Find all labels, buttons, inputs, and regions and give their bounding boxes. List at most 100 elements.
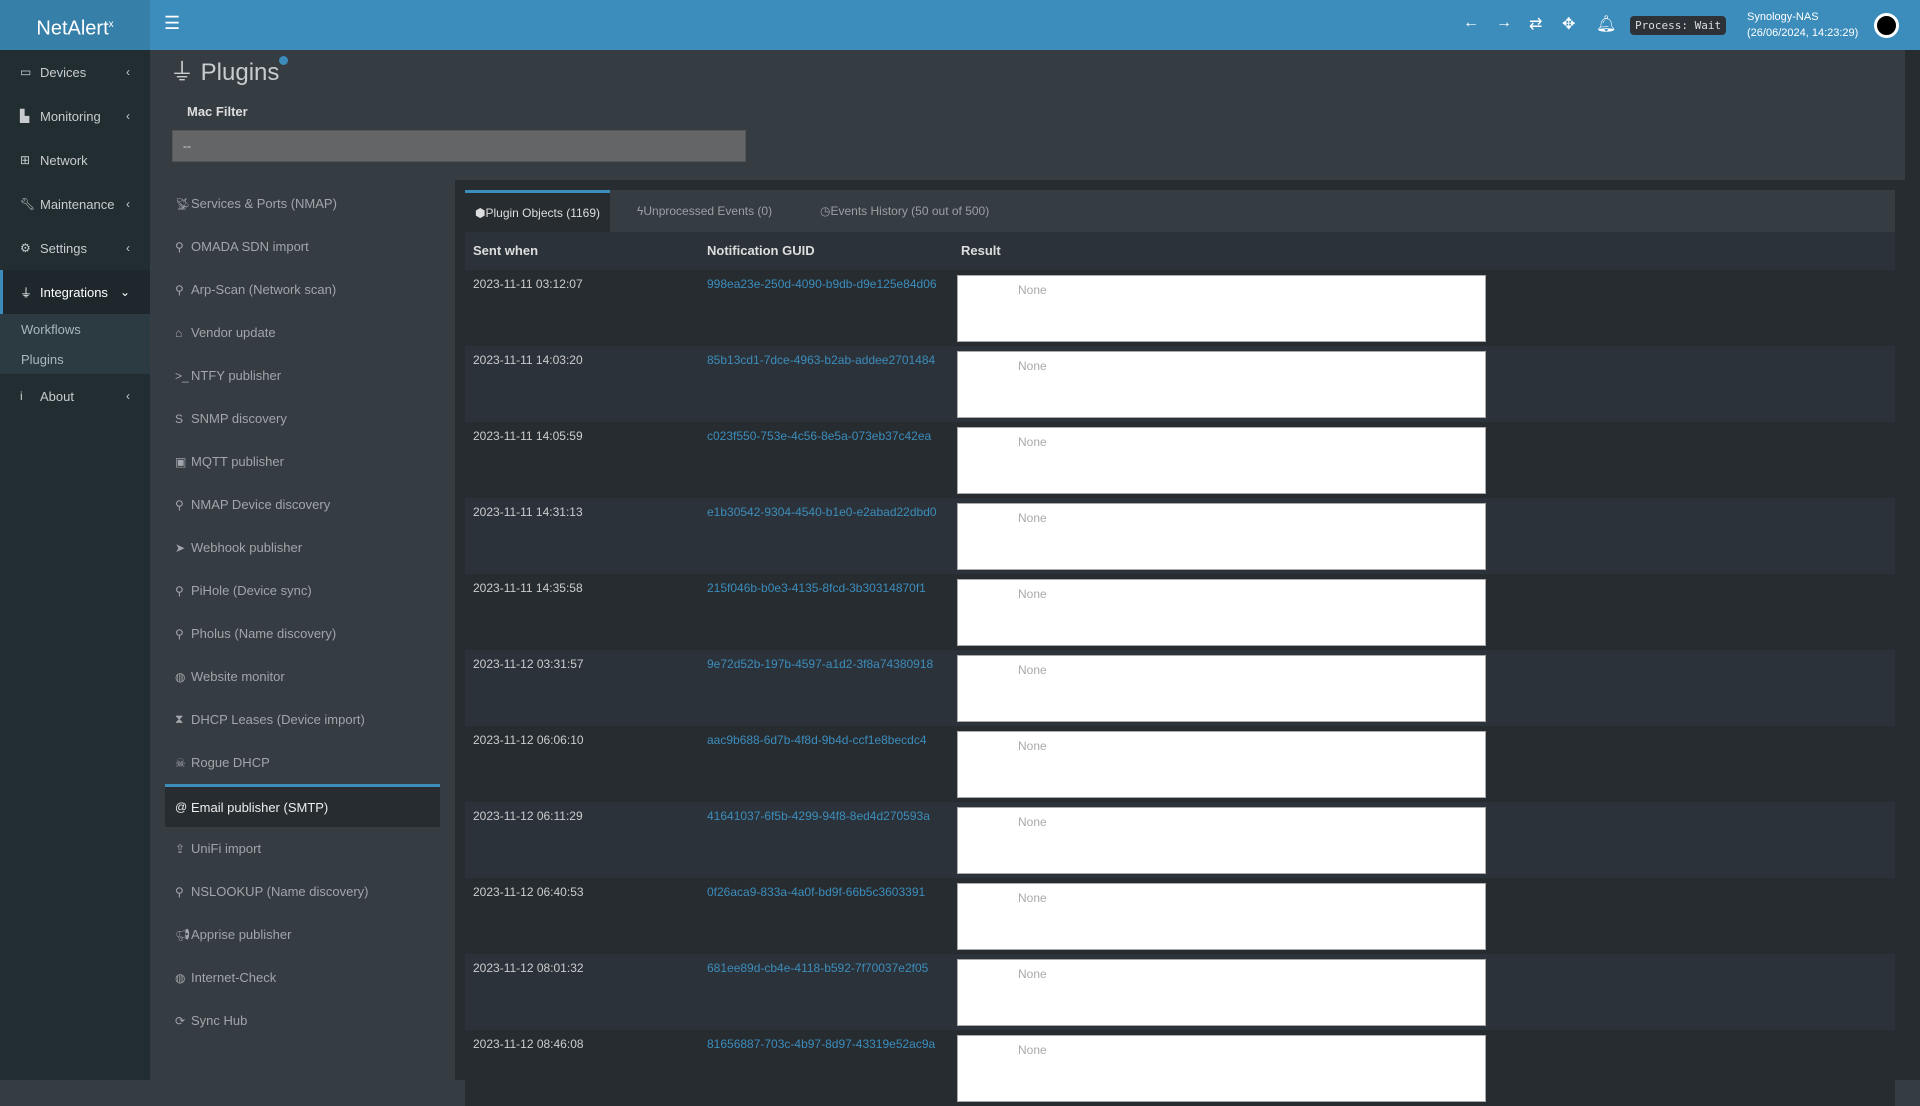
host-datetime: (26/06/2024, 14:23:29) bbox=[1747, 27, 1859, 39]
guid-link[interactable]: 215f046b-b0e3-4135-8fcd-3b30314870f1 bbox=[707, 581, 926, 595]
plugin-item-label: Vendor update bbox=[191, 325, 276, 340]
plugin-item-label: Pholus (Name discovery) bbox=[191, 626, 337, 641]
plugin-item[interactable]: ▣ MQTT publisher bbox=[165, 440, 440, 483]
chevron-left-icon: ‹ bbox=[126, 389, 130, 403]
result-textarea[interactable]: None bbox=[957, 579, 1486, 646]
help-icon[interactable] bbox=[279, 56, 289, 65]
sidebar-item-devices[interactable]: ▭ Devices ‹ bbox=[0, 50, 150, 94]
plugin-item[interactable]: ◍ Internet-Check bbox=[165, 956, 440, 999]
table-row: 2023-11-12 08:46:08 81656887-703c-4b97-8d… bbox=[465, 1030, 1895, 1106]
plugin-item[interactable]: ⚲ OMADA SDN import bbox=[165, 225, 440, 268]
scrollbar[interactable] bbox=[1905, 50, 1920, 1080]
bank-icon: ⌂ bbox=[175, 325, 183, 340]
move-icon[interactable]: ✥ bbox=[1562, 16, 1576, 33]
chevron-left-icon: ‹ bbox=[126, 197, 130, 211]
plugin-item[interactable]: ⚲ PiHole (Device sync) bbox=[165, 569, 440, 612]
column-notification-guid[interactable]: Notification GUID bbox=[707, 243, 815, 258]
plugin-item[interactable]: 📢︎ Apprise publisher bbox=[165, 913, 440, 956]
result-textarea[interactable]: None bbox=[957, 1035, 1486, 1102]
plugin-item[interactable]: ⚲ Arp-Scan (Network scan) bbox=[165, 268, 440, 311]
bell-icon[interactable]: 🔔︎ bbox=[1596, 16, 1617, 33]
terminal-icon: >_ bbox=[175, 368, 189, 383]
arrow-right-icon[interactable]: → bbox=[1496, 14, 1512, 31]
page-title: ⏚ Plugins bbox=[170, 52, 289, 87]
tab-label: Plugin Objects (1169) bbox=[485, 205, 600, 220]
sync-icon: ⟳ bbox=[175, 1013, 186, 1028]
guid-link[interactable]: 0f26aca9-833a-4a0f-bd9f-66b5c3603391 bbox=[707, 885, 926, 899]
table-header: Sent when Notification GUID Result bbox=[465, 232, 1895, 270]
result-textarea[interactable]: None bbox=[957, 959, 1486, 1026]
skull-icon: ☠ bbox=[175, 755, 186, 770]
submenu-plugins[interactable]: Plugins bbox=[21, 352, 64, 367]
plugin-item[interactable]: ◍ Website monitor bbox=[165, 655, 440, 698]
sent-when-cell: 2023-11-11 14:31:13 bbox=[473, 505, 583, 519]
sidebar-item-label: Devices bbox=[40, 64, 87, 80]
plugin-item-label: Apprise publisher bbox=[191, 927, 292, 942]
plugin-item[interactable]: ⇪ UniFi import bbox=[165, 827, 440, 870]
sidebar: ▭ Devices ‹ ▙ Monitoring ‹ ⊞ Network 🔧︎ Mainte… bbox=[0, 50, 150, 1080]
sidebar-item-about[interactable]: i About ‹ bbox=[0, 374, 150, 418]
result-textarea[interactable]: None bbox=[957, 427, 1486, 494]
result-textarea[interactable]: None bbox=[957, 807, 1486, 874]
s-icon: S bbox=[175, 411, 184, 426]
guid-link[interactable]: 81656887-703c-4b97-8d97-43319e52ac9a bbox=[707, 1037, 936, 1051]
plugin-item[interactable]: @ Email publisher (SMTP) bbox=[165, 784, 440, 827]
result-textarea[interactable]: None bbox=[957, 275, 1486, 342]
plugin-item[interactable]: ⚲ Pholus (Name discovery) bbox=[165, 612, 440, 655]
plugin-item-label: UniFi import bbox=[191, 841, 262, 856]
mac-filter-input[interactable] bbox=[172, 130, 746, 162]
sidebar-item-network[interactable]: ⊞ Network bbox=[0, 138, 150, 182]
column-sent-when[interactable]: Sent when bbox=[473, 243, 539, 258]
tab-unprocessed-events[interactable]: ϟ Unprocessed Events (0) bbox=[627, 190, 782, 232]
sent-when-cell: 2023-11-11 14:35:58 bbox=[473, 581, 583, 595]
plugin-item-label: Website monitor bbox=[191, 669, 285, 684]
plugin-item[interactable]: >_ NTFY publisher bbox=[165, 354, 440, 397]
plugin-item-label: DHCP Leases (Device import) bbox=[191, 712, 365, 727]
plugin-item[interactable]: ⚲ NMAP Device discovery bbox=[165, 483, 440, 526]
avatar[interactable] bbox=[1874, 13, 1899, 38]
result-textarea[interactable]: None bbox=[957, 655, 1486, 722]
result-textarea[interactable]: None bbox=[957, 503, 1486, 570]
guid-link[interactable]: 41641037-6f5b-4299-94f8-8ed4d270593a bbox=[707, 809, 930, 823]
plugin-item[interactable]: ⧗ DHCP Leases (Device import) bbox=[165, 698, 440, 741]
sidebar-item-maintenance[interactable]: 🔧︎ Maintenance ‹ bbox=[0, 182, 150, 226]
globe-icon: ◍ bbox=[175, 669, 186, 684]
arrow-left-icon[interactable]: ← bbox=[1463, 14, 1479, 31]
plugin-item[interactable]: ⟳ Sync Hub bbox=[165, 999, 440, 1042]
result-textarea[interactable]: None bbox=[957, 883, 1486, 950]
guid-link[interactable]: aac9b688-6d7b-4f8d-9b4d-ccf1e8becdc4 bbox=[707, 733, 927, 747]
sidebar-item-settings[interactable]: ⚙ Settings ‹ bbox=[0, 226, 150, 270]
bullhorn-icon: 📢︎ bbox=[175, 927, 191, 942]
refresh-icon[interactable]: ⇄ bbox=[1529, 16, 1543, 33]
plugin-item-label: OMADA SDN import bbox=[191, 239, 309, 254]
guid-link[interactable]: 85b13cd1-7dce-4963-b2ab-addee2701484 bbox=[707, 353, 936, 367]
plugin-item[interactable]: S SNMP discovery bbox=[165, 397, 440, 440]
search-icon: ⚲ bbox=[175, 239, 184, 254]
guid-link[interactable]: 681ee89d-cb4e-4118-b592-7f70037e2f05 bbox=[707, 961, 929, 975]
rss-icon: ▣ bbox=[175, 454, 187, 469]
plugin-item[interactable]: ⌂ Vendor update bbox=[165, 311, 440, 354]
submenu-workflows[interactable]: Workflows bbox=[21, 322, 81, 337]
result-textarea[interactable]: None bbox=[957, 731, 1486, 798]
tab-plugin-objects[interactable]: ⬢ Plugin Objects (1169) bbox=[465, 190, 610, 232]
sent-when-cell: 2023-11-12 06:11:29 bbox=[473, 809, 583, 823]
guid-link[interactable]: 998ea23e-250d-4090-b9db-d9e125e84d06 bbox=[707, 277, 937, 291]
guid-link[interactable]: 9e72d52b-197b-4597-a1d2-3f8a74380918 bbox=[707, 657, 934, 671]
plugin-item[interactable]: ☠ Rogue DHCP bbox=[165, 741, 440, 784]
table-row: 2023-11-11 14:31:13 e1b30542-9304-4540-b1… bbox=[465, 498, 1895, 574]
search-icon: ⚲ bbox=[175, 583, 184, 598]
logo[interactable]: NetAlertx bbox=[0, 0, 150, 50]
guid-link[interactable]: c023f550-753e-4c56-8e5a-073eb37c42ea bbox=[707, 429, 932, 443]
column-result[interactable]: Result bbox=[961, 243, 1001, 258]
plugin-item[interactable]: ⚲ NSLOOKUP (Name discovery) bbox=[165, 870, 440, 913]
plugin-item[interactable]: ➤ Webhook publisher bbox=[165, 526, 440, 569]
plugin-item[interactable]: 📡︎ Services & Ports (NMAP) bbox=[165, 182, 440, 225]
sidebar-item-integrations[interactable]: ⏚ Integrations ⌄ bbox=[0, 270, 150, 314]
sidebar-item-monitoring[interactable]: ▙ Monitoring ‹ bbox=[0, 94, 150, 138]
sent-when-cell: 2023-11-11 14:05:59 bbox=[473, 429, 583, 443]
result-textarea[interactable]: None bbox=[957, 351, 1486, 418]
menu-toggle-icon[interactable]: ☰ bbox=[164, 13, 181, 33]
guid-link[interactable]: e1b30542-9304-4540-b1e0-e2abad22dbd0 bbox=[707, 505, 937, 519]
table-row: 2023-11-11 14:05:59 c023f550-753e-4c56-8e… bbox=[465, 422, 1895, 498]
tab-events-history[interactable]: ◷ Events History (50 out of 500) bbox=[810, 190, 999, 232]
